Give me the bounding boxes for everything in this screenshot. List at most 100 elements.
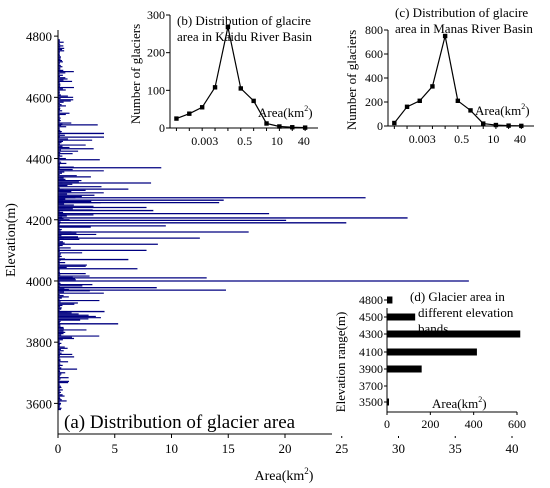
panel-c-point [493, 122, 499, 128]
panel-d-y-label: Elevation range(m) [333, 312, 348, 413]
panel-d-title-line1: (d) Glacier area in [410, 289, 505, 304]
panel-c-title-line2: area in Manas River Basin [395, 21, 533, 36]
panel-a-x-tick-label: 0 [55, 441, 62, 456]
panel-a-x-label: Area(km2) [255, 466, 314, 484]
panel-d-y-tick-label: 4300 [359, 327, 383, 341]
panel-d-bar [387, 296, 393, 304]
panel-d-y-ticks: 3500 3700 3900 4100 4300 4500 4800 [359, 293, 387, 409]
panel-a-y-label: Elevation(m) [4, 203, 19, 277]
panel-c-x-tick-label: 0.5 [454, 132, 469, 146]
panel-d-bar [387, 313, 416, 321]
panel-b-point [212, 85, 218, 90]
panel-a-title: (a) Distribution of glacier area [64, 412, 296, 433]
panel-b-y-tick-label: 300 [147, 8, 165, 22]
panel-b-title-line1: (b) Distribution of glacire [177, 13, 311, 28]
panel-a-y-tick-label: 4400 [26, 152, 52, 167]
panel-a-x-ticks: 0 5 10 15 20 25 30 35 40 [55, 434, 519, 456]
panel-c-background [328, 2, 550, 152]
panel-b-y-ticks: 0 100 200 300 [147, 8, 170, 135]
panel-d-title-line3: bands [418, 321, 448, 336]
panel-a-x-tick-label: 40 [506, 441, 519, 456]
panel-d-y-tick-label: 4500 [359, 310, 383, 324]
panel-c-y-tick-label: 600 [365, 47, 383, 61]
panel-b-point [174, 116, 179, 121]
panel-c-x-tick-label: 0.003 [409, 132, 436, 146]
panel-b-y-tick-label: 100 [147, 83, 165, 97]
panel-a-bars [58, 39, 469, 411]
panel-a-y-tick-label: 4200 [26, 213, 52, 228]
panel-c-x-tick-label: 40 [514, 132, 526, 146]
panel-d-y-tick-label: 3700 [359, 379, 383, 393]
panel-d-y-tick-label: 3900 [359, 362, 383, 376]
panel-d-title-line2: different elevation [418, 305, 514, 320]
panel-b-x-tick-label: 0.003 [191, 134, 218, 148]
panel-b-point [225, 24, 231, 30]
panel-a-y-tick-label: 4800 [26, 29, 52, 44]
panel-b-point [277, 124, 282, 129]
panel-c-point [519, 123, 524, 129]
panel-a-x-tick-label: 35 [449, 441, 462, 456]
panel-d-x-tick-label: 400 [465, 417, 483, 431]
panel-a-y-tick-label: 4600 [26, 90, 52, 105]
panel-b-y-tick-label: 0 [159, 121, 165, 135]
panel-c-y-tick-label: 0 [377, 119, 383, 133]
panel-c-title-line1: (c) Distribution of glacire [395, 5, 528, 20]
panel-a-x-tick-label: 30 [392, 441, 405, 456]
panel-c-point [455, 98, 461, 103]
panel-b-points [174, 24, 308, 130]
panel-d-bar [387, 365, 422, 373]
panel-d-x-tick-label: 600 [508, 417, 526, 431]
panel-c-point [442, 33, 448, 39]
panel-c-point [481, 121, 486, 126]
panel-c-point [468, 108, 473, 113]
panel-a-x-tick-label: 15 [222, 441, 235, 456]
panel-d-bar [387, 348, 477, 356]
panel-d-x-tick-label: 200 [421, 417, 439, 431]
panel-a-y-tick-label: 3600 [26, 396, 52, 411]
panel-d-y-tick-label: 4800 [359, 293, 383, 307]
panel-b-point [290, 125, 295, 130]
panel-c-x-tick-label: 10 [487, 132, 499, 146]
panel-c-x-label: Area(km2) [475, 102, 530, 118]
panel-d-bar [387, 398, 389, 406]
panel-a-y-tick-label: 4000 [26, 274, 52, 289]
panel-a-x-tick-label: 20 [279, 441, 292, 456]
panel-a-y-tick-label: 3800 [26, 335, 52, 350]
panel-c-y-tick-label: 400 [365, 71, 383, 85]
panel-b-point [264, 121, 269, 126]
panel-b-point [302, 125, 308, 130]
panel-d-bar [387, 330, 521, 338]
panel-b-title-line2: area in Kaidu River Basin [177, 29, 313, 44]
panel-b-kaidu-inset: 0 100 200 300 0.003 0.5 10 40 (b) Distribution… [104, 2, 324, 152]
panel-a-y-ticks: 3600 3800 4000 4200 4400 4600 4800 [26, 29, 58, 411]
panel-d-bars [387, 296, 521, 406]
panel-c-x-ticks: 0.003 0.5 10 40 [393, 126, 526, 146]
panel-d-x-ticks: 0 200 400 600 [384, 412, 526, 431]
panel-c-y-ticks: 0 200 400 600 800 [365, 23, 388, 133]
panel-d-y-tick-label: 4100 [359, 345, 383, 359]
panel-c-point [417, 98, 422, 103]
panel-b-point [187, 111, 192, 116]
panel-c-y-tick-label: 200 [365, 95, 383, 109]
panel-a-x-tick-label: 10 [165, 441, 178, 456]
panel-b-x-label: Area(km2) [258, 104, 313, 120]
panel-b-x-tick-label: 0.5 [237, 134, 252, 148]
panel-d-y-tick-label: 3500 [359, 395, 383, 409]
panel-b-point [251, 98, 256, 104]
panel-d-background [332, 286, 544, 436]
panel-c-point [404, 104, 410, 109]
panel-b-y-label: Number of glaciers [128, 24, 143, 124]
panel-c-y-label: Number of glaciers [344, 30, 359, 130]
panel-c-y-tick-label: 800 [365, 23, 383, 37]
panel-b-point [199, 105, 205, 110]
panel-c-point [506, 123, 511, 128]
panel-c-point [430, 84, 435, 89]
panel-b-x-ticks: 0.003 0.5 10 40 [175, 128, 310, 148]
panel-d-x-tick-label: 0 [384, 417, 390, 431]
panel-d-x-label: Area(km2) [432, 395, 487, 411]
panel-c-points [392, 33, 524, 129]
panel-c-point [392, 120, 397, 126]
